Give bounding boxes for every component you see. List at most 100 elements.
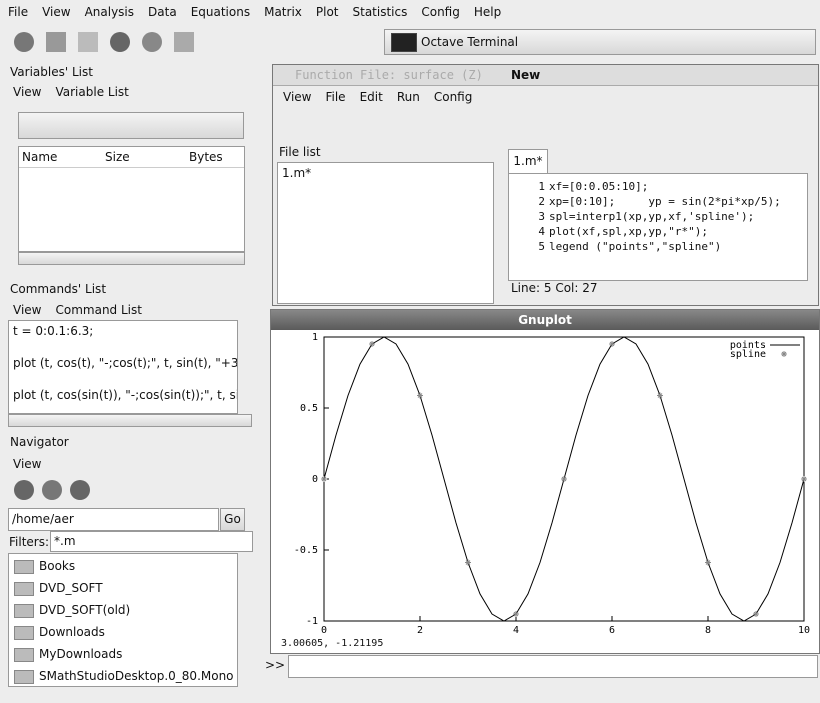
scrollbar[interactable] bbox=[8, 414, 252, 427]
panel-title: Navigator bbox=[10, 435, 69, 449]
legend-label: spline bbox=[730, 349, 766, 360]
editor-tab[interactable]: 1.m* bbox=[508, 149, 548, 173]
line-number: 4 bbox=[538, 225, 545, 238]
line-number: 2 bbox=[538, 195, 545, 208]
command-line: t = 0:0.1:6.3; bbox=[13, 324, 94, 338]
icon[interactable] bbox=[14, 32, 34, 52]
window-caption: Function File: surface (Z) bbox=[295, 68, 483, 82]
star-marker bbox=[321, 476, 327, 482]
refresh-button[interactable] bbox=[18, 112, 244, 139]
command-line: plot (t, cos(sin(t)), "-;cos(sin(t));", … bbox=[13, 388, 238, 402]
code-line: xp=[0:10]; yp = sin(2*pi*xp/5); bbox=[549, 195, 781, 208]
file-row: Books bbox=[39, 559, 76, 573]
file-row: Downloads bbox=[39, 625, 105, 639]
editor-file-list: 1.m* bbox=[277, 162, 494, 304]
code-line: legend ("points","spline") bbox=[549, 240, 722, 253]
toolbar bbox=[14, 32, 374, 54]
icon[interactable] bbox=[46, 32, 66, 52]
command-line: plot (t, cos(t), "-;cos(t);", t, sin(t),… bbox=[13, 356, 238, 370]
file-row: 1.m* bbox=[282, 166, 312, 180]
code-area: 1 xf=[0:0.05:10]; 2 xp=[0:10]; yp = sin(2*p… bbox=[508, 173, 808, 281]
line-number: 3 bbox=[538, 210, 545, 223]
menu-item[interactable]: Equations bbox=[190, 5, 251, 19]
x-tick-label: 0 bbox=[321, 625, 327, 636]
forward[interactable] bbox=[42, 480, 62, 500]
column-header: Bytes bbox=[189, 150, 223, 164]
gnuplot-window: Gnuplot 0 2 4 6 8 10 -1 -0.5 0 0.5 1 points spline 3… bbox=[270, 309, 820, 654]
folder-icon bbox=[14, 670, 34, 684]
panel-menu: View bbox=[13, 457, 41, 471]
y-tick-label: 0.5 bbox=[300, 403, 318, 414]
folder-icon bbox=[14, 648, 34, 662]
menu-item: Variable List bbox=[55, 85, 129, 99]
icon[interactable] bbox=[142, 32, 162, 52]
code-line: spl=interp1(xp,yp,xf,'spline'); bbox=[549, 210, 755, 223]
menu-item[interactable]: Plot bbox=[315, 5, 339, 19]
y-tick-label: 0 bbox=[312, 474, 318, 485]
menu-item: Config bbox=[433, 90, 473, 104]
prompt: >> bbox=[265, 658, 286, 672]
y-tick-label: 1 bbox=[312, 332, 318, 343]
x-tick-label: 10 bbox=[798, 625, 810, 636]
menu-item: Edit bbox=[359, 90, 383, 104]
menu-item[interactable]: Data bbox=[148, 5, 177, 19]
icon[interactable] bbox=[174, 32, 194, 52]
title-bar: Function File: surface (Z) New bbox=[273, 65, 818, 86]
line-number: 1 bbox=[538, 180, 545, 193]
cursor-status: 3.00605, -1.21195 bbox=[281, 638, 384, 649]
menu-item: View bbox=[13, 303, 42, 317]
file-list: Books DVD_SOFT DVD_SOFT(old) Downloads MyDow… bbox=[8, 553, 238, 687]
terminal-icon bbox=[391, 33, 417, 52]
star-marker bbox=[781, 351, 787, 357]
menu-item: Command List bbox=[55, 303, 142, 317]
column-header: Name bbox=[22, 150, 58, 164]
menu-item[interactable]: File bbox=[8, 5, 29, 19]
menu-item[interactable]: View bbox=[42, 5, 71, 19]
code-line: plot(xf,spl,xp,yp,"r*"); bbox=[549, 225, 708, 238]
panel-title: Commands' List bbox=[10, 282, 107, 296]
x-tick-label: 6 bbox=[609, 625, 615, 636]
terminal-label: Octave Terminal bbox=[421, 35, 519, 49]
terminal-button[interactable]: Octave Terminal bbox=[384, 29, 816, 55]
menu-item: View bbox=[283, 90, 312, 104]
command-input[interactable] bbox=[288, 655, 818, 678]
filter-label: Filters: bbox=[9, 535, 50, 549]
star-marker bbox=[753, 611, 759, 618]
editor-menu: View File Edit Run Config bbox=[283, 90, 472, 104]
command-list: t = 0:0.1:6.3; plot (t, cos(t), "-;cos(t)… bbox=[8, 320, 238, 414]
panel-title: Variables' List bbox=[10, 65, 93, 79]
menu-bar: File View Analysis Data Equations Matrix Plot S… bbox=[8, 5, 808, 19]
menu-item[interactable]: Analysis bbox=[84, 5, 135, 19]
scrollbar[interactable] bbox=[18, 252, 245, 265]
menu-item[interactable]: Matrix bbox=[264, 5, 302, 19]
star-marker bbox=[657, 392, 663, 399]
file-row: MyDownloads bbox=[39, 647, 123, 661]
menu-item: View bbox=[13, 457, 42, 471]
status: Line: 5 Col: 27 bbox=[511, 281, 598, 295]
legend-label: points bbox=[730, 340, 766, 351]
star-marker bbox=[465, 559, 471, 566]
file-row: DVD_SOFT(old) bbox=[39, 603, 131, 617]
star-marker bbox=[513, 611, 519, 618]
folder-icon bbox=[14, 582, 34, 596]
filter-combo[interactable]: *.m bbox=[50, 531, 253, 552]
back[interactable] bbox=[14, 480, 34, 500]
up[interactable] bbox=[70, 480, 90, 500]
folder-icon bbox=[14, 604, 34, 618]
menu-item[interactable]: Config bbox=[421, 5, 460, 19]
y-tick-label: -1 bbox=[306, 616, 318, 627]
folder-icon bbox=[14, 560, 34, 574]
path-combo[interactable]: /home/aer bbox=[8, 508, 219, 531]
menu-item[interactable]: Statistics bbox=[352, 5, 408, 19]
code-line: xf=[0:0.05:10]; bbox=[549, 180, 649, 193]
menu-item: Run bbox=[396, 90, 420, 104]
menu-item[interactable]: Help bbox=[473, 5, 502, 19]
editor-window: Function File: surface (Z) New View File E… bbox=[272, 64, 819, 306]
go-button[interactable]: Go bbox=[220, 508, 245, 531]
icon[interactable] bbox=[110, 32, 130, 52]
icon[interactable] bbox=[78, 32, 98, 52]
line-number: 5 bbox=[538, 240, 545, 253]
